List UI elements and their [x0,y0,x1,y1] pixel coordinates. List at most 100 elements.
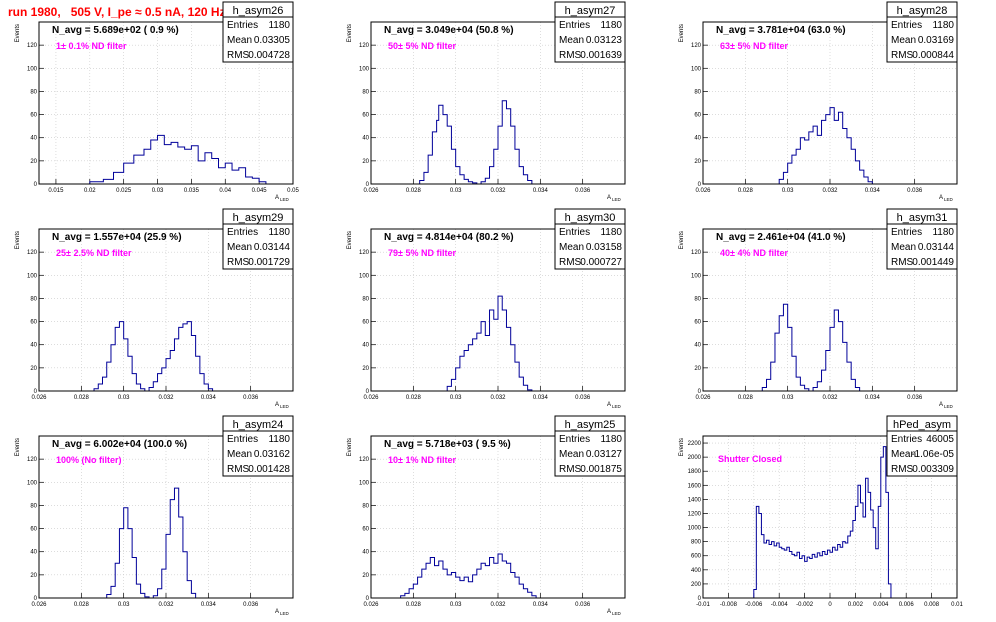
n-avg-label: N_avg = 1.557e+04 (25.9 %) [52,232,182,243]
n-avg-label: N_avg = 6.002e+04 (100.0 %) [52,439,187,450]
x-tick-label: 0.026 [695,395,711,401]
stat-label: Mean [891,449,916,460]
x-tick-label: 0.034 [533,602,549,608]
filter-label: 25± 2.5% ND filter [56,248,132,258]
histogram-panel-h_asym24: 0.026 0.028 0.03 0.032 0.034 0.036 0 20 40 60 80 10… [15,415,294,616]
x-tick-label: 0.026 [31,602,47,608]
stat-label: RMS [227,464,250,475]
y-tick-label: 80 [694,296,701,302]
y-tick-label: 20 [362,573,369,579]
x-tick-label: 0.025 [116,188,132,194]
y-tick-label: 20 [30,366,37,372]
x-tick-label: 0.002 [848,602,864,608]
y-tick-label: 40 [362,136,369,142]
x-axis-label-subscript: LED [612,611,622,616]
stat-value: 0.000844 [912,50,954,61]
x-tick-label: 0.036 [243,602,259,608]
stat-value: 0.001639 [580,50,622,61]
y-tick-label: 20 [694,366,701,372]
histogram-line [703,107,957,185]
y-tick-label: 40 [694,343,701,349]
stat-value: 1180 [600,227,622,238]
filter-label: 50± 5% ND filter [388,41,456,51]
x-axis-label: A [607,195,611,201]
stat-value: 1180 [600,20,622,31]
x-axis-label: A [607,402,611,408]
y-tick-label: 0 [366,182,370,188]
x-tick-label: 0.03 [450,395,462,401]
y-axis-label: Events [347,24,353,42]
x-tick-label: 0.028 [406,188,422,194]
y-tick-label: 80 [362,89,369,95]
y-tick-label: 120 [359,250,370,256]
x-axis-label: A [939,402,943,408]
stat-value: 1180 [268,20,290,31]
stat-value: 1180 [932,227,954,238]
y-tick-label: 120 [691,43,702,49]
x-tick-label: 0.034 [865,188,881,194]
x-tick-label: 0.032 [490,395,506,401]
y-axis-label: Events [679,438,685,456]
y-tick-label: 60 [362,527,369,533]
x-tick-label: 0.036 [243,395,259,401]
x-tick-label: 0.028 [738,395,754,401]
stats-title: h_asym27 [565,5,616,17]
x-tick-label: 0.034 [201,395,217,401]
n-avg-label: N_avg = 2.461e+04 (41.0 %) [716,232,846,243]
stat-label: Mean [227,35,252,46]
y-tick-label: 80 [30,89,37,95]
x-tick-label: 0.05 [287,188,299,194]
filter-label: Shutter Closed [718,454,782,464]
stat-value: 0.03305 [254,35,291,46]
x-tick-label: 0.03 [152,188,164,194]
x-tick-label: 0.036 [907,395,923,401]
stat-value: 0.03144 [254,242,291,253]
stats-title: h_asym29 [233,212,284,224]
filter-label: 40± 4% ND filter [720,248,788,258]
stat-label: Entries [891,20,922,31]
filter-label: 63± 5% ND filter [720,41,788,51]
y-tick-label: 40 [30,136,37,142]
y-tick-label: 20 [362,159,369,165]
y-tick-label: 20 [694,159,701,165]
stat-label: Entries [891,227,922,238]
y-axis-label: Events [347,231,353,249]
stat-label: Entries [559,227,590,238]
y-tick-label: 120 [359,43,370,49]
y-tick-label: 1200 [688,511,702,517]
y-tick-label: 80 [30,296,37,302]
y-tick-label: 40 [694,136,701,142]
stat-value: 0.03158 [586,242,623,253]
x-tick-label: 0.032 [822,395,838,401]
x-axis-label-subscript: LED [612,404,622,409]
stat-value: 1180 [268,434,290,445]
y-tick-label: 0 [366,596,370,602]
plot-frame [38,228,294,392]
stat-value: 0.03144 [918,242,955,253]
stats-box [886,1,958,63]
y-tick-label: 400 [691,568,702,574]
histogram-line [39,134,293,185]
y-tick-label: 60 [30,113,37,119]
y-tick-label: 100 [27,480,38,486]
x-tick-label: 0.01 [951,602,963,608]
y-tick-label: 0 [698,182,702,188]
histogram-panel-h_asym27: 0.026 0.028 0.03 0.032 0.034 0.036 0 20 40 60 80 10… [347,1,626,202]
stat-label: Mean [227,449,252,460]
y-tick-label: 120 [27,250,38,256]
stats-box [222,1,294,63]
stats-title: hPed_asym [893,419,951,431]
x-tick-label: 0.03 [118,602,130,608]
plot-frame [702,228,958,392]
y-tick-label: 2200 [688,441,702,447]
n-avg-label: N_avg = 4.814e+04 (80.2 %) [384,232,514,243]
x-tick-label: 0.032 [490,602,506,608]
y-tick-label: 40 [362,343,369,349]
y-tick-label: 80 [30,503,37,509]
histogram-panel-h_asym26: 0.015 0.02 0.025 0.03 0.035 0.04 0.045 0.05 0 20 4… [15,1,299,202]
x-tick-label: 0.036 [575,395,591,401]
stat-value: 0.001449 [912,257,954,268]
x-tick-label: 0.004 [873,602,889,608]
x-tick-label: 0.04 [219,188,231,194]
x-tick-label: 0 [828,602,832,608]
